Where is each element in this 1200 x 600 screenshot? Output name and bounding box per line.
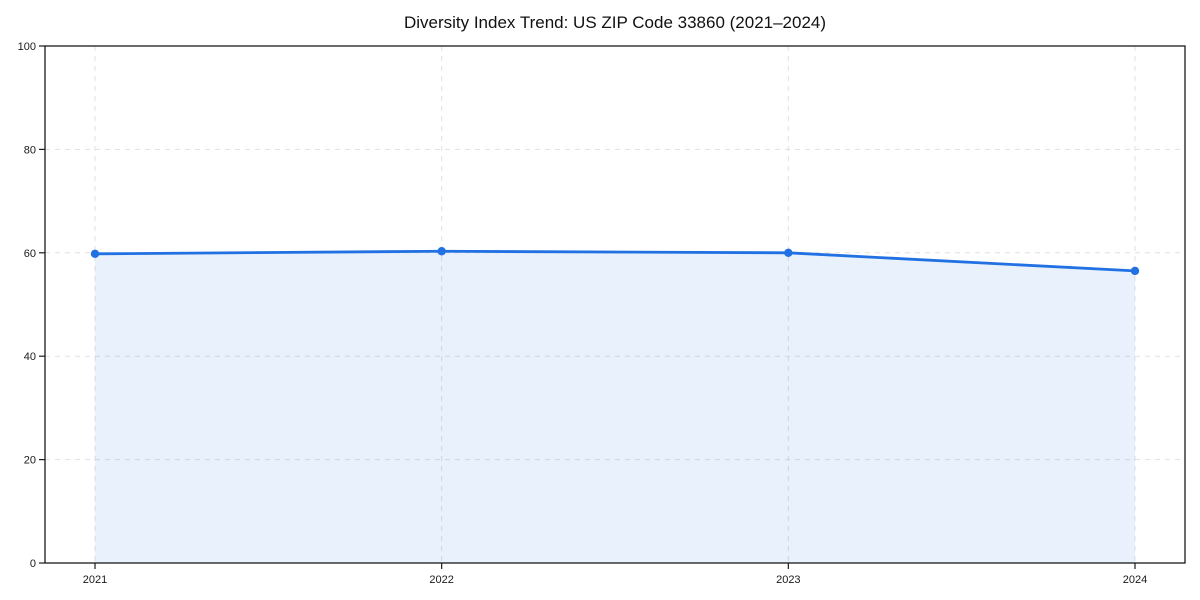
- data-point-2022: [437, 247, 446, 256]
- data-points: [90, 247, 1140, 276]
- y-tick-label: 20: [24, 455, 36, 467]
- y-tick-label: 60: [24, 248, 36, 260]
- axes-frame: [44, 45, 1186, 564]
- x-axis: 2021 2022 2023 2024: [83, 563, 1147, 586]
- y-tick-label: 40: [24, 351, 36, 363]
- y-axis: 0 20 40 60 80 100: [18, 41, 45, 570]
- y-tick-label: 100: [18, 41, 36, 53]
- trend-line: [93, 249, 1137, 273]
- y-tick-label: 0: [30, 558, 36, 570]
- chart-title: Diversity Index Trend: US ZIP Code 33860…: [403, 13, 827, 32]
- data-point-2021: [90, 249, 100, 259]
- x-tick-label: 2022: [429, 574, 453, 586]
- y-tick-label: 80: [24, 144, 36, 156]
- area-fill: [95, 251, 1135, 563]
- data-point-2024: [1130, 266, 1140, 276]
- x-tick-label: 2023: [776, 574, 800, 586]
- x-tick-label: 2021: [83, 574, 107, 586]
- data-point-2023: [784, 248, 793, 257]
- x-tick-label: 2024: [1123, 574, 1147, 586]
